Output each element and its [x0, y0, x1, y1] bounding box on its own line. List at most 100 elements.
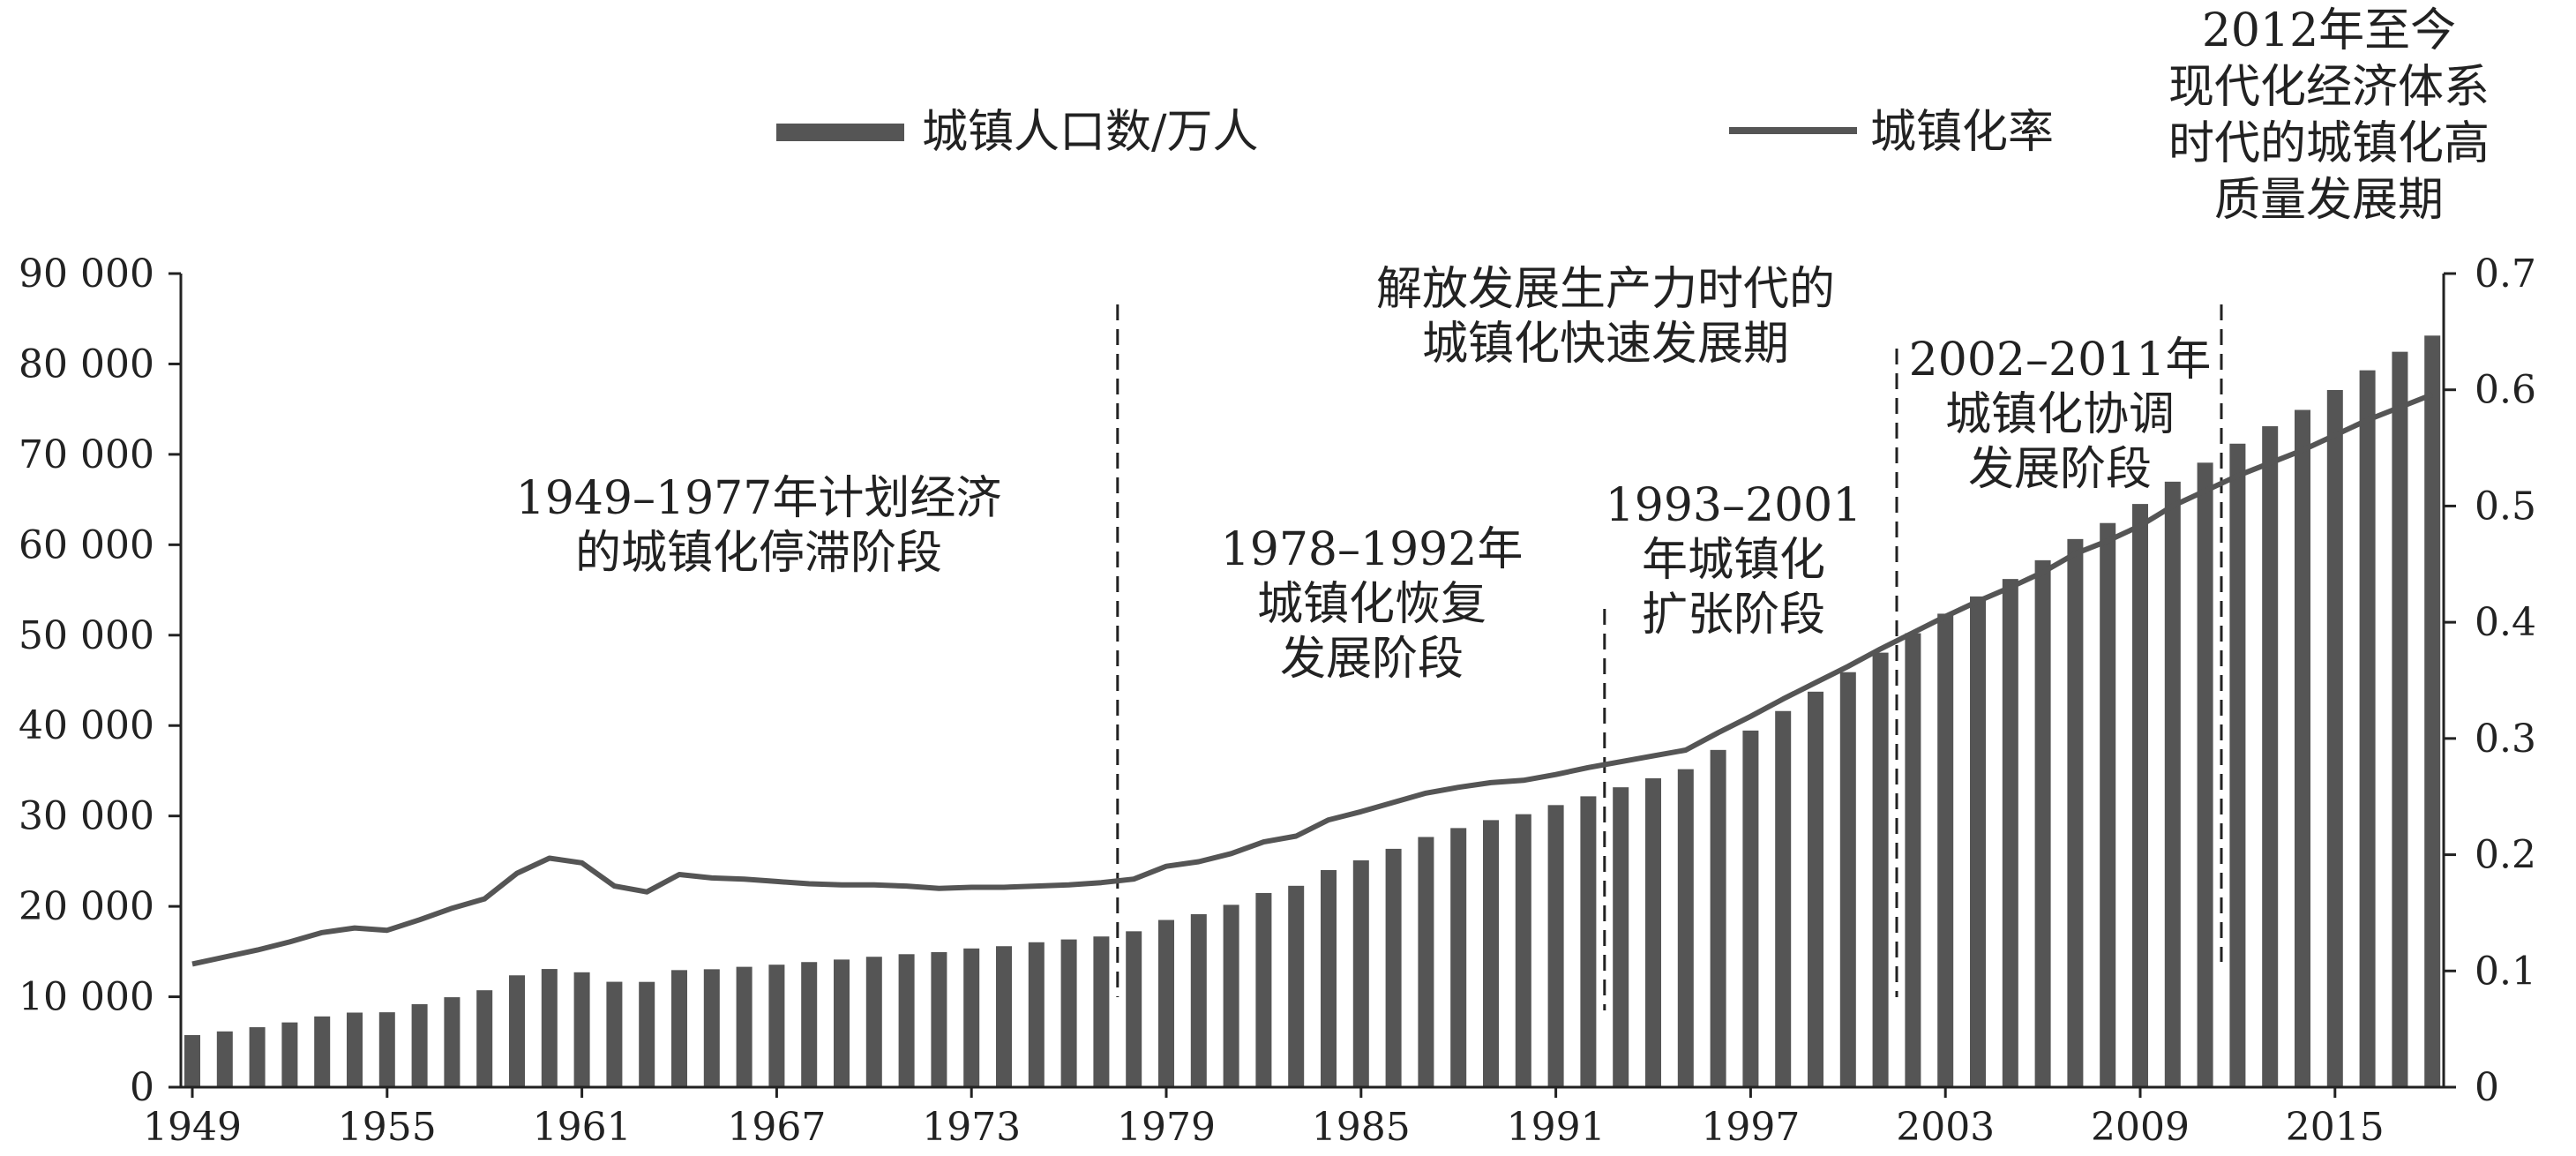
- bar-1977: [1093, 936, 1110, 1087]
- annotation-line: 解放发展生产力时代的: [1376, 263, 1835, 316]
- bar-1981: [1223, 905, 1239, 1087]
- axes: [179, 274, 2445, 1089]
- left-tick-label: 30 000: [19, 794, 154, 839]
- bar-1955: [378, 1012, 395, 1087]
- annotation-line: 城镇化协调: [1945, 388, 2175, 441]
- annotation-stage2: 1978–1992年城镇化恢复发展阶段: [1221, 523, 1524, 686]
- bar-1958: [476, 990, 493, 1087]
- annotation-stage2b: 解放发展生产力时代的城镇化快速发展期: [1376, 263, 1835, 371]
- bar-2011: [2197, 462, 2213, 1087]
- bar-1949: [184, 1034, 200, 1087]
- bar-1976: [1060, 939, 1077, 1087]
- annotation-line: 的城镇化停滞阶段: [575, 527, 942, 580]
- bar-1992: [1580, 796, 1597, 1087]
- legend-bar-swatch: [776, 124, 904, 141]
- bar-2008: [2100, 522, 2116, 1087]
- right-tick-label: 0.5: [2475, 484, 2536, 529]
- bar-1971: [898, 954, 915, 1087]
- bar-1991: [1547, 805, 1564, 1087]
- annotation-line: 2002–2011年: [1909, 334, 2212, 387]
- right-tick-label: 0.2: [2475, 833, 2536, 878]
- x-axis-ticks: 1949 1955 1961 1967 1973 1979 1985 1991 1997 2003…: [143, 1087, 2385, 1150]
- annotation-line: 1949–1977年计划经济: [516, 472, 1002, 525]
- bar-1969: [834, 959, 850, 1087]
- bar-1986: [1385, 848, 1402, 1087]
- annotation-line: 质量发展期: [2214, 174, 2444, 227]
- x-tick-label: 1967: [727, 1105, 826, 1150]
- population-bars: [184, 335, 2441, 1088]
- annotation-line: 扩张阶段: [1642, 589, 1825, 642]
- bar-1962: [606, 981, 623, 1087]
- bar-1990: [1515, 814, 1531, 1087]
- bar-2016: [2359, 370, 2376, 1087]
- annotation-line: 城镇化恢复: [1257, 578, 1486, 631]
- x-tick-label: 2009: [2091, 1105, 2190, 1150]
- legend-line-label: 城镇化率: [1870, 106, 2054, 159]
- bar-1998: [1775, 710, 1792, 1087]
- bar-1973: [963, 948, 980, 1087]
- bar-1972: [931, 951, 947, 1087]
- bar-2009: [2132, 504, 2148, 1087]
- bar-1960: [541, 969, 558, 1087]
- bar-1956: [411, 1003, 428, 1087]
- bar-1970: [865, 957, 882, 1087]
- bar-1968: [801, 962, 818, 1087]
- annotation-line: 1978–1992年: [1221, 523, 1524, 576]
- annotation-stage4: 2002–2011年城镇化协调发展阶段: [1909, 334, 2212, 496]
- right-tick-label: 0.1: [2475, 949, 2536, 994]
- bar-1966: [736, 966, 753, 1087]
- bar-2013: [2262, 426, 2279, 1087]
- left-tick-label: 40 000: [19, 703, 154, 748]
- bar-1996: [1710, 749, 1726, 1087]
- left-tick-label: 20 000: [19, 884, 154, 929]
- bar-2001: [1872, 652, 1889, 1087]
- bar-1957: [444, 997, 461, 1087]
- bar-1950: [216, 1031, 233, 1087]
- annotation-stage1: 1949–1977年计划经济的城镇化停滞阶段: [516, 472, 1002, 580]
- bar-1989: [1483, 820, 1499, 1087]
- x-tick-label: 2015: [2286, 1105, 2385, 1150]
- annotation-line: 发展阶段: [1280, 633, 1464, 686]
- right-tick-label: 0.6: [2475, 368, 2536, 413]
- left-tick-label: 50 000: [19, 613, 154, 658]
- bar-2004: [1970, 596, 1986, 1087]
- bar-2012: [2229, 443, 2246, 1087]
- left-axis-ticks: 0 10 000 20 000 30 000 40 000 50 000 60 000 70 …: [19, 251, 181, 1110]
- x-tick-label: 1979: [1117, 1105, 1216, 1150]
- x-tick-label: 1949: [143, 1105, 242, 1150]
- bar-1999: [1808, 691, 1823, 1087]
- bar-2005: [2002, 579, 2018, 1087]
- annotation-line: 1993–2001: [1606, 479, 1862, 532]
- legend-bar-label: 城镇人口数/万人: [922, 106, 1259, 159]
- bar-1982: [1255, 892, 1272, 1087]
- bar-1995: [1677, 769, 1694, 1087]
- bar-1979: [1158, 920, 1174, 1087]
- right-tick-label: 0.4: [2475, 600, 2536, 645]
- bar-1959: [509, 975, 525, 1087]
- right-axis-ticks: 0 0.1 0.2 0.3 0.4 0.5 0.6 0.7: [2444, 251, 2536, 1110]
- bar-2002: [1905, 633, 1921, 1087]
- right-tick-label: 0.7: [2475, 251, 2536, 297]
- left-tick-label: 80 000: [19, 342, 154, 387]
- x-tick-label: 1997: [1701, 1105, 1800, 1150]
- bar-1963: [639, 981, 655, 1087]
- bar-2010: [2164, 481, 2181, 1087]
- annotation-line: 2012年至今: [2202, 4, 2456, 57]
- x-tick-label: 1991: [1507, 1105, 1606, 1150]
- annotation-stage5: 2012年至今现代化经济体系时代的城镇化高质量发展期: [2168, 4, 2490, 227]
- bar-1954: [347, 1012, 363, 1087]
- x-tick-label: 1961: [533, 1105, 632, 1150]
- annotation-line: 时代的城镇化高: [2168, 117, 2490, 170]
- bar-1985: [1352, 859, 1369, 1087]
- bar-2017: [2392, 351, 2408, 1088]
- x-tick-label: 1955: [338, 1105, 437, 1150]
- bar-1961: [573, 972, 590, 1087]
- bar-1964: [671, 970, 687, 1087]
- bar-2006: [2034, 559, 2051, 1087]
- left-tick-label: 60 000: [19, 522, 154, 567]
- bar-1980: [1190, 913, 1207, 1087]
- bar-1952: [281, 1022, 298, 1087]
- bar-1984: [1321, 869, 1337, 1087]
- bar-2007: [2067, 538, 2084, 1087]
